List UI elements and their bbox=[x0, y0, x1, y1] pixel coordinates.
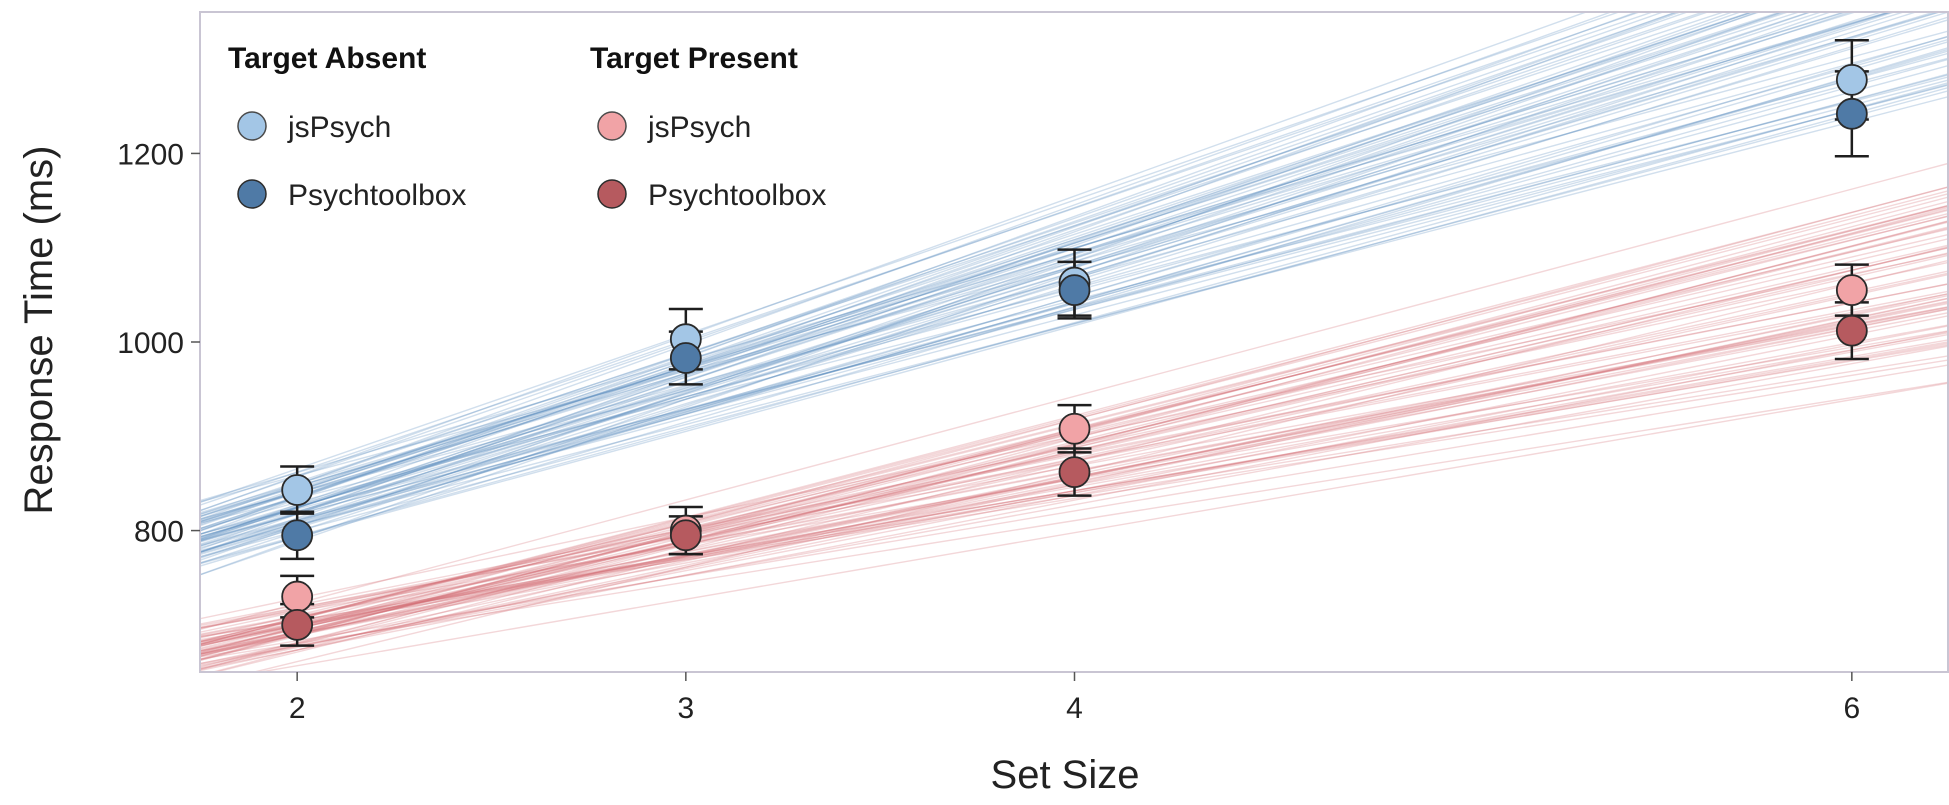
target-absent-posterior-line bbox=[200, 12, 1639, 536]
target-absent-posterior-line bbox=[200, 12, 1613, 521]
data-point-absent-psychtoolbox bbox=[281, 519, 314, 552]
target-absent-posterior-line bbox=[200, 12, 1679, 527]
target-absent-posterior-line bbox=[200, 12, 1849, 517]
target-present-posterior-line bbox=[200, 330, 1949, 670]
posterior-lines bbox=[200, 12, 1949, 672]
data-point-present-psychtoolbox bbox=[1058, 456, 1091, 489]
target-absent-posterior-line bbox=[200, 81, 1949, 564]
legend-marker-present-psychtoolbox bbox=[597, 179, 627, 209]
target-absent-posterior-line bbox=[200, 12, 1783, 523]
target-absent-posterior-line bbox=[200, 12, 1589, 512]
target-absent-posterior-line bbox=[200, 12, 1756, 522]
target-absent-posterior-line bbox=[200, 12, 1743, 553]
data-point-absent-psychtoolbox bbox=[1835, 97, 1868, 130]
data-point-present-psychtoolbox bbox=[281, 608, 314, 641]
target-absent-posterior-line bbox=[200, 12, 1706, 518]
target-absent-posterior-line bbox=[200, 12, 1802, 523]
target-absent-posterior-line bbox=[200, 12, 1735, 548]
y-axis-title: Response Time (ms) bbox=[17, 146, 61, 515]
target-present-posterior-line bbox=[200, 345, 1949, 665]
data-point-present-jspsych bbox=[1835, 274, 1868, 307]
target-absent-posterior-line bbox=[200, 12, 1710, 532]
x-tick-label: 2 bbox=[289, 692, 306, 725]
target-absent-posterior-line bbox=[200, 12, 1655, 506]
target-absent-posterior-line bbox=[200, 12, 1690, 532]
target-present-posterior-line bbox=[256, 382, 1949, 672]
legend-title-target-present: Target Present bbox=[590, 42, 798, 75]
target-absent-posterior-line bbox=[200, 12, 1762, 532]
legend-marker-absent-psychtoolbox bbox=[237, 179, 267, 209]
target-absent-posterior-line bbox=[200, 90, 1949, 558]
x-tick-label: 4 bbox=[1066, 692, 1083, 725]
target-absent-posterior-line bbox=[200, 12, 1787, 530]
legend-label-absent-jspsych: jsPsych bbox=[287, 111, 391, 144]
x-tick-label: 6 bbox=[1843, 692, 1860, 725]
y-tick-label: 1200 bbox=[117, 138, 184, 171]
axis-ticks: 2 3 4 6 800 1000 1200 bbox=[117, 138, 1860, 725]
x-tick-label: 3 bbox=[677, 692, 694, 725]
target-present-posterior-line bbox=[200, 364, 1949, 658]
y-tick-label: 800 bbox=[134, 516, 184, 549]
target-absent-posterior-line bbox=[200, 95, 1949, 552]
data-point-present-jspsych bbox=[1058, 412, 1091, 445]
legend: Target Absent jsPsych Psychtoolbox Targe… bbox=[228, 42, 826, 212]
data-point-absent-jspsych bbox=[281, 474, 314, 506]
target-present-posterior-line bbox=[200, 359, 1949, 638]
x-axis-title: Set Size bbox=[991, 753, 1140, 797]
target-absent-posterior-line bbox=[200, 12, 1892, 502]
legend-title-target-absent: Target Absent bbox=[228, 42, 426, 75]
target-absent-posterior-line bbox=[200, 12, 1666, 526]
target-absent-posterior-line bbox=[200, 12, 1726, 515]
data-points bbox=[281, 63, 1868, 641]
target-absent-posterior-line bbox=[200, 12, 1754, 542]
target-absent-posterior-line bbox=[200, 12, 1683, 550]
target-present-posterior-line bbox=[200, 381, 1949, 660]
target-absent-posterior-line bbox=[200, 12, 1679, 540]
legend-marker-present-jspsych bbox=[597, 111, 627, 141]
data-point-present-jspsych bbox=[281, 580, 314, 613]
data-point-absent-psychtoolbox bbox=[1058, 274, 1091, 307]
target-absent-posterior-line bbox=[200, 86, 1949, 565]
target-absent-posterior-line bbox=[200, 12, 1754, 530]
data-point-present-psychtoolbox bbox=[1835, 314, 1868, 347]
target-absent-posterior-line bbox=[200, 12, 1621, 504]
data-point-absent-psychtoolbox bbox=[669, 342, 702, 374]
target-absent-posterior-line bbox=[200, 12, 1642, 512]
data-point-absent-jspsych bbox=[1835, 63, 1868, 96]
data-point-present-psychtoolbox bbox=[669, 519, 702, 552]
legend-marker-absent-jspsych bbox=[237, 111, 267, 141]
legend-label-present-jspsych: jsPsych bbox=[647, 111, 751, 144]
legend-label-present-psychtoolbox: Psychtoolbox bbox=[648, 179, 826, 212]
target-absent-posterior-line bbox=[200, 12, 1847, 518]
y-tick-label: 1000 bbox=[117, 327, 184, 360]
legend-label-absent-psychtoolbox: Psychtoolbox bbox=[288, 179, 466, 212]
target-present-posterior-line bbox=[200, 162, 1949, 631]
